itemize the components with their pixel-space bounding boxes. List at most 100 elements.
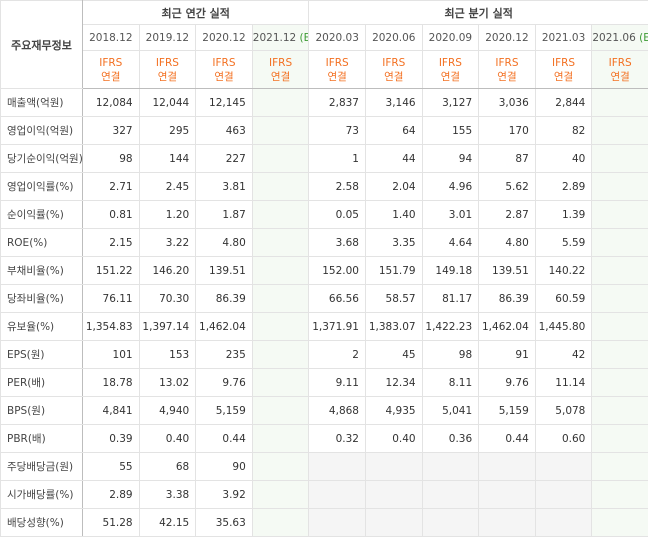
value-cell: 5,041 — [421, 396, 480, 425]
data-row: EPS(원) 101 153 235 2 45 98 91 42 — [0, 340, 648, 369]
row-label: 당기순이익(억원) — [0, 144, 83, 173]
value-cell: 101 — [82, 340, 140, 369]
value-cell: 1,371.91 — [308, 312, 366, 341]
period: 2018.12 — [89, 31, 133, 44]
row-label: PBR(배) — [0, 424, 83, 453]
value-cell: 1 — [308, 144, 366, 173]
value-cell: 12,084 — [82, 88, 140, 117]
empty-cell — [591, 508, 648, 537]
value-cell: 3,146 — [364, 88, 423, 117]
value-cell: 2.58 — [308, 172, 366, 201]
value-cell: 1.39 — [534, 200, 593, 229]
scope: 연결 — [270, 70, 291, 83]
basis-header: IFRS 연결 — [534, 50, 593, 89]
value-cell: 1,397.14 — [138, 312, 197, 341]
value-cell: 4,868 — [308, 396, 366, 425]
value-cell: 11.14 — [534, 368, 593, 397]
data-row: PER(배) 18.78 13.02 9.76 9.11 12.34 8.11 9.76 11.… — [0, 368, 648, 397]
empty-cell — [308, 508, 366, 537]
data-row: PBR(배) 0.39 0.40 0.44 0.32 0.40 0.36 0.44 0.60 — [0, 424, 648, 453]
period-header: 2020.03 — [308, 24, 366, 51]
value-cell: 151.22 — [82, 256, 140, 285]
row-label: 영업이익률(%) — [0, 172, 83, 201]
value-cell: 13.02 — [138, 368, 197, 397]
value-cell: 1,383.07 — [364, 312, 423, 341]
basis: IFRS — [495, 56, 519, 69]
row-label: 순이익률(%) — [0, 200, 83, 229]
basis: IFRS — [438, 56, 462, 69]
basis: IFRS — [382, 56, 406, 69]
value-cell: 58.57 — [364, 284, 423, 313]
value-cell: 2.89 — [534, 172, 593, 201]
period: 2021.12 — [252, 31, 297, 44]
value-cell: 1,462.04 — [478, 312, 536, 341]
scope: 연결 — [327, 70, 347, 83]
empty-cell — [534, 480, 593, 509]
value-cell: 2,837 — [308, 88, 366, 117]
scope: 연결 — [157, 70, 178, 83]
basis-header: IFRS 연결 — [138, 50, 197, 89]
value-cell: 4.80 — [195, 228, 253, 257]
value-cell: 76.11 — [82, 284, 140, 313]
empty-cell — [591, 228, 648, 257]
empty-cell — [421, 452, 480, 481]
empty-cell — [591, 88, 648, 117]
value-cell: 86.39 — [478, 284, 536, 313]
value-cell: 2.04 — [364, 172, 423, 201]
basis-header: IFRS 연결 — [195, 50, 253, 89]
basis: IFRS — [99, 56, 123, 69]
value-cell: 0.32 — [308, 424, 366, 453]
period: 2019.12 — [145, 31, 190, 44]
value-cell: 153 — [138, 340, 197, 369]
row-label: EPS(원) — [0, 340, 83, 369]
value-cell: 146.20 — [138, 256, 197, 285]
empty-cell — [251, 424, 310, 453]
scope: 연결 — [384, 70, 404, 83]
period-header: 2020.12 — [195, 24, 253, 51]
value-cell: 5.59 — [534, 228, 593, 257]
value-cell: 2.89 — [82, 480, 140, 509]
value-cell: 3.01 — [421, 200, 480, 229]
value-cell: 0.36 — [421, 424, 480, 453]
value-cell: 9.76 — [195, 368, 253, 397]
row-label: 매출액(억원) — [0, 88, 83, 117]
section-header: 최근 분기 실적 — [308, 0, 648, 25]
period-header: 2020.06 — [364, 24, 423, 51]
period-header: 2018.12 — [82, 24, 140, 51]
value-cell: 3.22 — [138, 228, 197, 257]
section-row: 주요재무정보 최근 연간 실적 최근 분기 실적 — [0, 0, 648, 89]
basis-header: IFRS 연결 — [82, 50, 140, 89]
value-cell: 463 — [195, 116, 253, 145]
value-cell: 227 — [195, 144, 253, 173]
value-cell: 0.40 — [364, 424, 423, 453]
empty-cell — [251, 508, 310, 537]
value-cell: 155 — [421, 116, 480, 145]
empty-cell — [591, 340, 648, 369]
value-cell: 40 — [534, 144, 593, 173]
value-cell: 5,159 — [195, 396, 253, 425]
value-cell: 81.17 — [421, 284, 480, 313]
empty-cell — [251, 172, 310, 201]
value-cell: 2.15 — [82, 228, 140, 257]
period-header: 2019.12 — [138, 24, 197, 51]
value-cell: 87 — [478, 144, 536, 173]
empty-cell — [308, 452, 366, 481]
value-cell: 9.11 — [308, 368, 366, 397]
period: 2020.12 — [485, 31, 529, 44]
data-row: 배당성향(%) 51.28 42.15 35.63 — [0, 508, 648, 537]
empty-cell — [591, 256, 648, 285]
scope: 연결 — [101, 70, 121, 83]
value-cell: 60.59 — [534, 284, 593, 313]
scope: 연결 — [214, 70, 234, 83]
value-cell: 2,844 — [534, 88, 593, 117]
value-cell: 12,145 — [195, 88, 253, 117]
scope: 연결 — [497, 70, 517, 83]
basis-header: IFRS 연결 — [478, 50, 536, 89]
value-cell: 235 — [195, 340, 253, 369]
value-cell: 45 — [364, 340, 423, 369]
period: 2020.12 — [202, 31, 246, 44]
empty-cell — [364, 508, 423, 537]
data-row: 시가배당률(%) 2.89 3.38 3.92 — [0, 480, 648, 509]
